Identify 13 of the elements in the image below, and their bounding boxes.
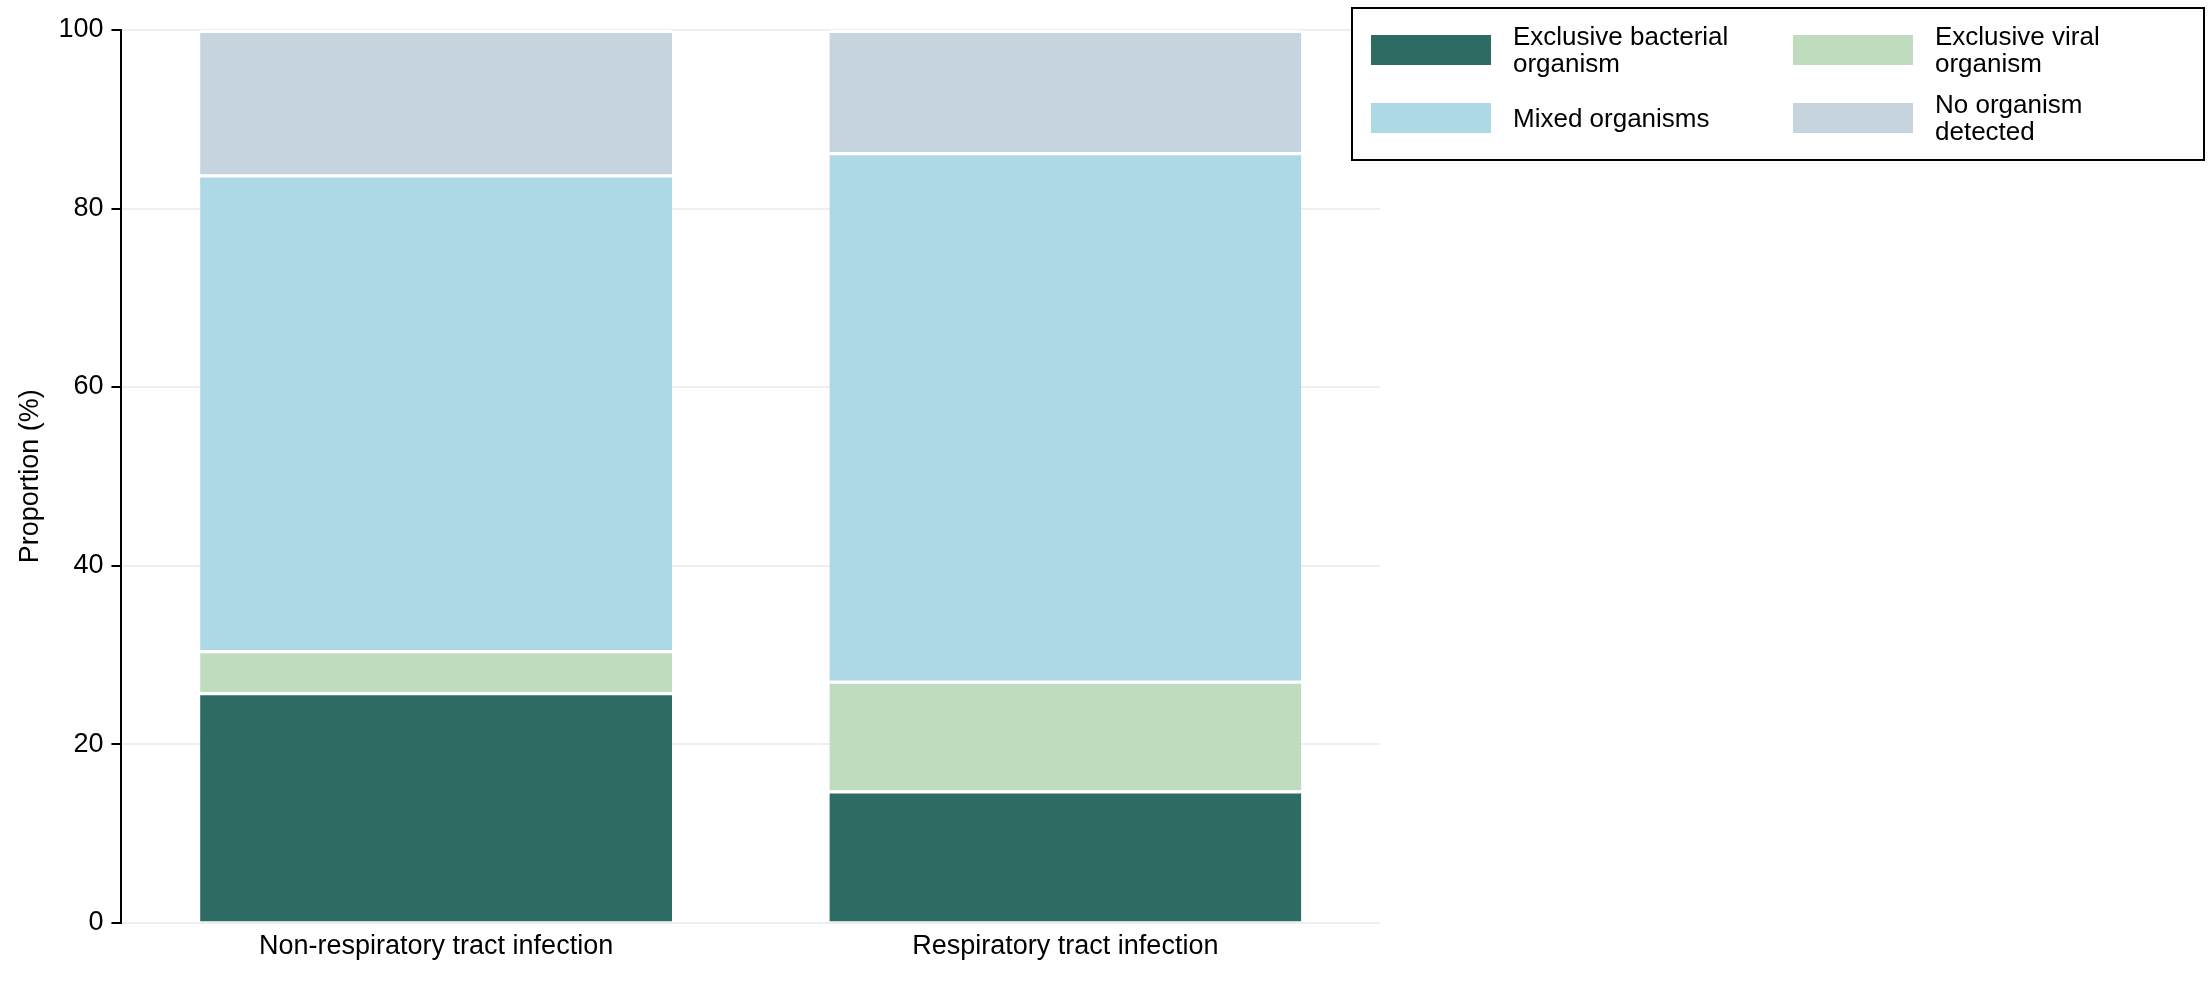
y-tick-label: 0 [88,906,104,937]
legend-label: Exclusive viral organism [1935,21,2101,78]
legend-label: Mixed organisms [1513,102,1711,133]
legend-label: No organism detected [1935,89,2084,146]
y-tick-label: 80 [73,191,104,222]
x-tick-label: Respiratory tract infection [912,930,1219,961]
y-tick-label: 60 [73,370,104,401]
y-tick-label: 100 [58,13,104,44]
legend-label: Exclusive bacterial organism [1513,21,1730,78]
x-tick-label: Non-respiratory tract infection [259,930,614,961]
y-tick-label: 40 [73,549,104,580]
y-tick-label: 20 [73,727,104,758]
y-axis-title: Proportion (%) [13,389,44,564]
